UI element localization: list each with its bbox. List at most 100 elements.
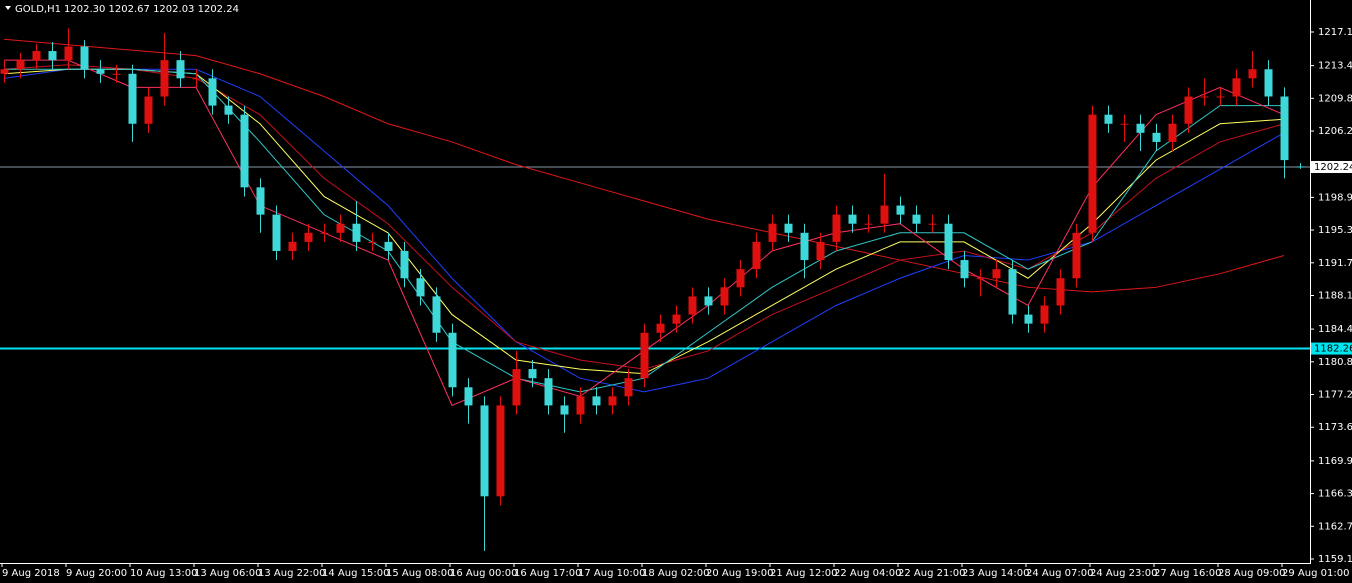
x-tick-label: 24 Aug 07:00 — [1026, 568, 1093, 579]
y-tick-label: 1169.90 — [1318, 456, 1352, 467]
candle-body — [304, 232, 313, 242]
candle-body — [1184, 96, 1193, 124]
candle-body — [592, 396, 601, 406]
y-tick-label: 1173.60 — [1318, 422, 1352, 433]
x-tick-label: 14 Aug 15:00 — [322, 568, 389, 579]
candle-body — [160, 60, 169, 97]
candle-body — [1200, 96, 1209, 98]
candle-body — [752, 241, 761, 270]
candle-body — [112, 73, 121, 75]
candle-body — [928, 223, 937, 225]
y-tick-label: 1213.40 — [1318, 61, 1352, 72]
x-tick-label: 16 Aug 00:00 — [450, 568, 517, 579]
candle-body — [432, 296, 441, 333]
x-tick-label: 15 Aug 08:00 — [386, 568, 453, 579]
candle-body — [352, 223, 361, 242]
candle-body — [912, 214, 921, 224]
candle-body — [1232, 78, 1241, 97]
candle-body — [16, 60, 25, 70]
y-tick-label: 1177.20 — [1318, 390, 1352, 401]
price-label-box — [1311, 161, 1352, 174]
candle-body — [80, 46, 89, 70]
plot-area — [0, 28, 1310, 551]
x-tick-label: 24 Aug 23:00 — [1090, 568, 1157, 579]
candle-body — [1152, 132, 1161, 142]
y-tick-label: 1209.80 — [1318, 93, 1352, 104]
x-tick-label: 21 Aug 12:00 — [770, 568, 837, 579]
candle-body — [736, 269, 745, 288]
candle-body — [384, 241, 393, 251]
candle-body — [544, 378, 553, 406]
candle-body — [1040, 305, 1049, 324]
candle-body — [1024, 314, 1033, 324]
candle-body — [96, 69, 105, 74]
candle-body — [416, 278, 425, 297]
candle-body — [528, 369, 537, 379]
candle-body — [144, 96, 153, 124]
candle-body — [1168, 123, 1177, 142]
candle-body — [656, 323, 665, 333]
y-tick-label: 1206.20 — [1318, 126, 1352, 137]
price-label-box — [1311, 342, 1352, 355]
candle-body — [464, 387, 473, 406]
y-tick-label: 1166.30 — [1318, 489, 1352, 500]
y-tick-label: 1162.70 — [1318, 521, 1352, 532]
x-tick-label: 9 Aug 2018 — [2, 568, 60, 579]
candle-body — [880, 205, 889, 224]
candle-body — [624, 378, 633, 397]
moving-average — [3, 68, 1285, 393]
candle-body — [864, 223, 873, 225]
candle-body — [1296, 166, 1305, 168]
symbol: GOLD,H1 — [15, 4, 61, 15]
candle-body — [768, 223, 777, 242]
candle-body — [256, 187, 265, 215]
candle-body — [1088, 114, 1097, 233]
y-tick-label: 1217.10 — [1318, 27, 1352, 38]
candle-body — [448, 332, 457, 388]
candle-body — [608, 396, 617, 406]
candle-body — [208, 78, 217, 106]
y-tick-label: 1195.30 — [1318, 225, 1352, 236]
candle-body — [320, 232, 329, 234]
candle-body — [272, 214, 281, 251]
y-tick-label: 1188.10 — [1318, 290, 1352, 301]
candle-body — [192, 78, 201, 80]
candle-body — [1248, 69, 1257, 79]
price-label: 1202.24 — [1314, 162, 1352, 173]
candle-body — [848, 214, 857, 224]
candle-body — [48, 51, 57, 61]
x-tick-label: 18 Aug 02:00 — [642, 568, 709, 579]
candle-body — [288, 241, 297, 251]
x-tick-label: 23 Aug 14:00 — [962, 568, 1029, 579]
x-tick-label: 17 Aug 10:00 — [578, 568, 645, 579]
price-label: 1182.26 — [1314, 344, 1352, 355]
x-tick-label: 22 Aug 04:00 — [834, 568, 901, 579]
candle-body — [976, 278, 985, 280]
x-tick-label: 9 Aug 20:00 — [66, 568, 127, 579]
menu-arrow[interactable] — [5, 6, 11, 10]
candle-body — [1072, 232, 1081, 279]
candle-body — [832, 214, 841, 242]
x-tick-label: 29 Aug 01:00 — [1282, 568, 1349, 579]
candle-body — [896, 205, 905, 215]
candle-body — [1120, 123, 1129, 125]
x-tick-label: 27 Aug 16:00 — [1154, 568, 1221, 579]
candle-body — [0, 69, 9, 74]
candle-body — [800, 232, 809, 261]
candle-body — [720, 287, 729, 306]
candle-body — [176, 60, 185, 79]
candle-body — [1136, 123, 1145, 133]
candle-body — [784, 223, 793, 233]
x-tick-label: 22 Aug 21:00 — [898, 568, 965, 579]
candle-body — [32, 51, 41, 61]
x-tick-label: 16 Aug 17:00 — [514, 568, 581, 579]
candle-body — [240, 114, 249, 188]
candle-body — [1008, 269, 1017, 315]
candle-body — [224, 105, 233, 115]
candle-body — [496, 405, 505, 497]
candle-body — [1104, 114, 1113, 124]
candle-body — [512, 369, 521, 406]
candle-body — [688, 296, 697, 315]
candle-body — [816, 241, 825, 261]
